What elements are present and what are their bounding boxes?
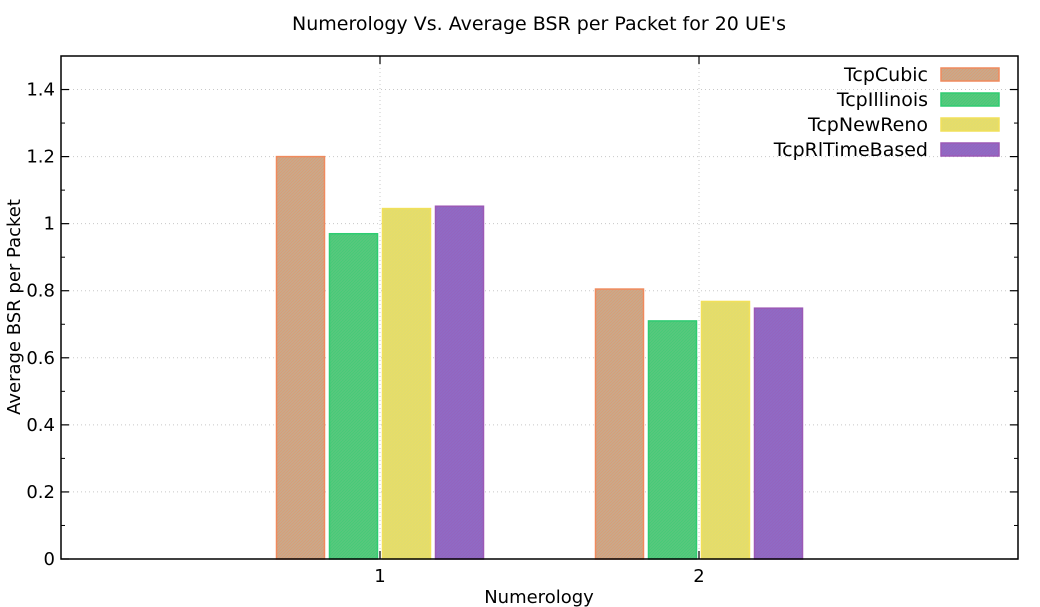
legend-label: TcpRlTimeBased bbox=[773, 139, 928, 161]
legend-swatch bbox=[940, 117, 1000, 132]
legend-label: TcpCubic bbox=[843, 64, 928, 86]
legend-label: TcpNewReno bbox=[807, 114, 928, 136]
x-tick-label: 2 bbox=[693, 566, 704, 587]
bar-tcpnewreno-1 bbox=[381, 207, 432, 560]
x-tick-label: 1 bbox=[374, 566, 385, 587]
chart-title: Numerology Vs. Average BSR per Packet fo… bbox=[292, 13, 786, 35]
y-tick-label: 0.6 bbox=[26, 348, 55, 369]
axes: 0 0.2 0.4 0.6 0.8 1 1.2 1.4 1 2 bbox=[26, 55, 1018, 587]
bars bbox=[275, 155, 804, 560]
x-axis-label: Numerology bbox=[484, 587, 594, 607]
legend-swatch bbox=[940, 92, 1000, 107]
bar-tcprltimebased-1 bbox=[434, 205, 485, 560]
plot-frame bbox=[60, 55, 1019, 560]
bar-tcpillinois-2 bbox=[647, 320, 698, 560]
legend-label: TcpIllinois bbox=[836, 89, 928, 111]
bar-tcpillinois-1 bbox=[328, 232, 379, 560]
legend: TcpCubic TcpIllinois TcpNewReno TcpRlTimeBa… bbox=[773, 64, 1000, 161]
y-tick-label: 0.8 bbox=[26, 281, 55, 302]
bar-tcprltimebased-2 bbox=[753, 307, 804, 560]
y-tick-label: 0 bbox=[44, 549, 55, 570]
y-tick-label: 1.4 bbox=[26, 80, 55, 101]
y-axis-label: Average BSR per Packet bbox=[4, 199, 25, 415]
y-tick-label: 1 bbox=[44, 214, 55, 235]
legend-swatch bbox=[940, 142, 1000, 157]
y-tick-label: 0.2 bbox=[26, 482, 55, 503]
bar-tcpcubic-2 bbox=[594, 288, 645, 560]
y-tick-label: 1.2 bbox=[26, 147, 55, 168]
y-tick-label: 0.4 bbox=[26, 415, 55, 436]
bar-tcpcubic-1 bbox=[275, 155, 326, 560]
bar-tcpnewreno-2 bbox=[700, 300, 751, 560]
legend-swatch bbox=[940, 67, 1000, 82]
